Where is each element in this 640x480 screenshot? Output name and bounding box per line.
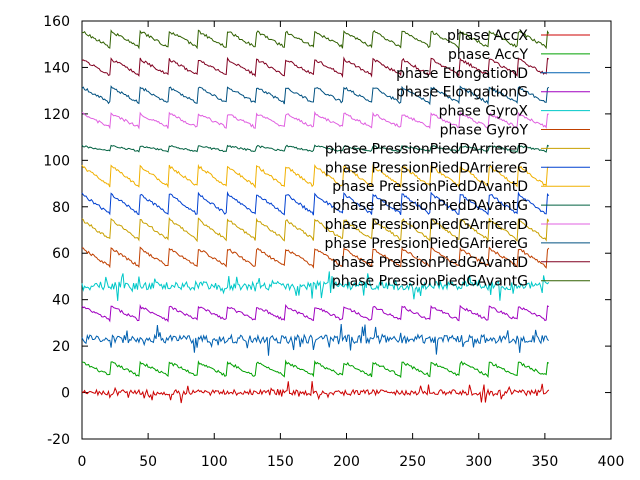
y-tick-label: 0 [61, 386, 70, 402]
y-tick-label: 100 [43, 153, 70, 169]
series-line-6 [81, 246, 550, 269]
legend-entry-label: phase PressionPiedGAvantD [332, 255, 528, 271]
series-line-11 [81, 110, 549, 130]
series-line-3 [81, 323, 550, 356]
legend-entry-label: phase PressionPiedDArriereD [325, 141, 528, 157]
x-tick-label: 250 [399, 454, 426, 470]
legend-entry-label: phase AccY [448, 47, 528, 63]
y-tick-label: 20 [52, 339, 70, 355]
x-tick-label: 0 [78, 454, 87, 470]
series-line-10 [81, 144, 550, 153]
x-tick-label: 300 [465, 454, 492, 470]
series-line-4 [81, 303, 550, 323]
series-line-9 [81, 163, 549, 190]
legend-entry-label: phase PressionPiedGArriereD [325, 217, 528, 233]
legend-entry-label: phase AccX [447, 28, 528, 44]
x-tick-label: 150 [267, 454, 294, 470]
series-line-13 [81, 56, 549, 78]
series-line-1 [81, 381, 550, 404]
legend-entry-label: phase PressionPiedGArriereG [325, 236, 529, 252]
series-lines [81, 29, 550, 404]
y-tick-label: 160 [43, 14, 70, 30]
legend-entry-label: phase GyroY [440, 123, 529, 139]
axis-ticks: 0 50 100 150 200 250 300 350 400 -20 0 20 40 60 80 100 1… [43, 14, 624, 470]
series-line-8 [81, 191, 550, 216]
series-line-2 [81, 359, 549, 379]
series-line-14 [81, 29, 550, 50]
x-tick-label: 50 [139, 454, 157, 470]
series-line-5 [81, 271, 550, 301]
y-tick-label: 40 [52, 293, 70, 309]
y-tick-label: -20 [47, 432, 70, 448]
y-tick-label: 140 [43, 60, 70, 76]
legend: phase AccX phase AccY phase ElongationD pha… [325, 28, 590, 290]
y-tick-label: 80 [52, 200, 70, 216]
y-tick-label: 120 [43, 107, 70, 123]
legend-entry-label: phase ElongationG [396, 85, 528, 101]
x-tick-label: 400 [598, 454, 625, 470]
x-tick-label: 100 [201, 454, 228, 470]
legend-entry-label: phase ElongationD [396, 66, 528, 82]
x-tick-label: 350 [532, 454, 559, 470]
series-line-12 [81, 85, 550, 106]
y-tick-label: 60 [52, 246, 70, 262]
legend-entry-label: phase GyroX [439, 104, 529, 120]
legend-entry-label: phase PressionPiedDAvantG [332, 198, 528, 214]
x-tick-label: 200 [333, 454, 360, 470]
series-line-7 [81, 216, 550, 243]
legend-entry-label: phase PressionPiedDAvantD [332, 179, 528, 195]
legend-entry-label: phase PressionPiedGAvantG [332, 274, 528, 290]
legend-entry-label: phase PressionPiedDArriereG [325, 160, 528, 176]
